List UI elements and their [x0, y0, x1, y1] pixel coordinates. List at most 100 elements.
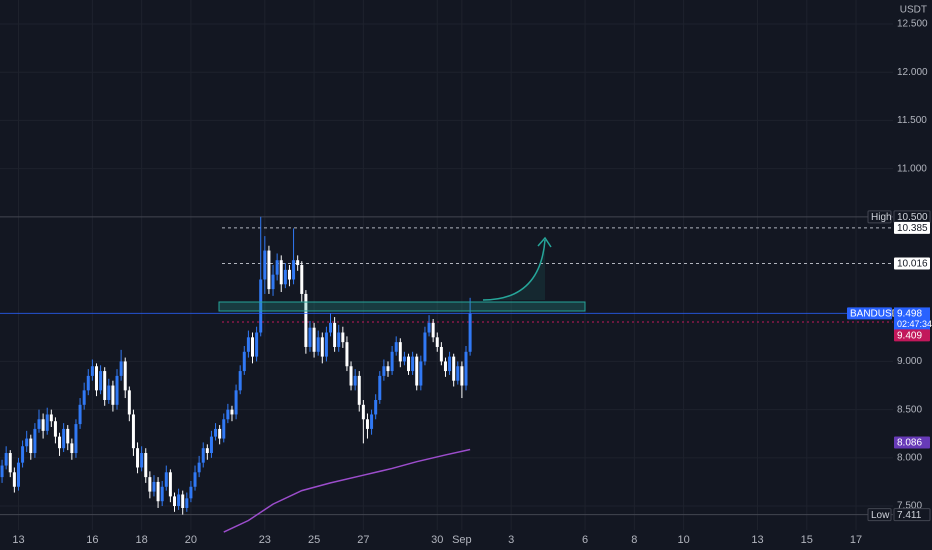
- candle-body: [82, 390, 86, 405]
- candle-body: [111, 385, 115, 405]
- x-tick-label: 15: [801, 534, 813, 546]
- x-tick-label: 10: [677, 534, 689, 546]
- level-value-box: [894, 221, 930, 234]
- candle-body: [37, 419, 41, 429]
- candle-body: [74, 424, 78, 454]
- candle-body: [99, 371, 103, 391]
- candle-body: [185, 498, 189, 508]
- candle-body: [353, 375, 357, 386]
- candle-body: [127, 390, 131, 415]
- candle-body: [193, 472, 197, 487]
- y-tick-label: 8.000: [897, 452, 922, 463]
- candle-body: [435, 337, 439, 347]
- candle-body: [419, 361, 423, 386]
- y-tick-label: 12.000: [897, 67, 928, 78]
- candle-body: [402, 356, 406, 362]
- candle-body: [378, 375, 382, 400]
- candle-body: [107, 385, 111, 400]
- candle-body: [209, 436, 213, 454]
- x-tick-label: 6: [582, 534, 588, 546]
- candle-body: [21, 446, 25, 463]
- candle-body: [439, 346, 443, 362]
- y-tick-label: 11.500: [897, 115, 927, 126]
- candle-body: [337, 332, 341, 347]
- candle-body: [78, 404, 82, 425]
- candle-body: [58, 436, 62, 449]
- x-tick-label: 8: [631, 534, 637, 546]
- candle-body: [300, 265, 304, 294]
- candle-body: [448, 356, 452, 372]
- low-value: 7.411: [897, 510, 922, 521]
- low-label-box: [867, 508, 892, 522]
- candle-body: [181, 494, 185, 508]
- candle-body: [230, 409, 234, 415]
- candle-body: [246, 337, 250, 352]
- candle-body: [312, 327, 316, 352]
- moving-average: [223, 448, 471, 533]
- zone: [218, 301, 586, 312]
- candle-body: [136, 448, 140, 468]
- x-tick-label: 25: [308, 534, 320, 546]
- candle-body: [365, 419, 369, 429]
- candle-body: [390, 351, 394, 372]
- y-tick-label: 9.000: [897, 356, 922, 367]
- candle-body: [226, 409, 230, 420]
- x-tick-label: 13: [12, 534, 24, 546]
- candle-body: [287, 269, 291, 280]
- candle-body: [70, 443, 74, 454]
- candle-body: [8, 453, 12, 473]
- x-tick-label: 20: [185, 534, 197, 546]
- high-value: 10.500: [897, 212, 928, 223]
- candle-body: [267, 250, 271, 290]
- candle-body: [415, 356, 419, 386]
- x-tick-label: 16: [86, 534, 98, 546]
- candle-body: [456, 366, 460, 381]
- candle-body: [148, 477, 152, 492]
- candle-body: [329, 322, 333, 333]
- candle-body: [398, 342, 402, 362]
- candle-body: [119, 361, 123, 376]
- level-value-box: [894, 257, 930, 270]
- candle-body: [259, 279, 263, 333]
- candle-body: [12, 472, 16, 487]
- y-tick-label: 11.000: [897, 163, 927, 174]
- candle-body: [468, 313, 472, 352]
- candle-body: [214, 428, 218, 437]
- candle-body: [66, 428, 70, 444]
- candle-body: [25, 438, 29, 447]
- candle-body: [411, 356, 415, 372]
- candle-body: [45, 414, 49, 431]
- candle-body: [131, 414, 135, 449]
- high-label-box: [867, 210, 892, 224]
- candle-body: [361, 404, 365, 420]
- candle-body: [349, 366, 353, 386]
- last-price: 9.498: [897, 309, 922, 320]
- low-label: Low: [871, 510, 890, 521]
- candle-body: [115, 375, 119, 405]
- candle-body: [292, 260, 296, 280]
- candle-body: [90, 366, 94, 376]
- y-tick-label: 12.500: [897, 19, 928, 30]
- candle-body: [53, 421, 57, 437]
- candle-body: [443, 361, 447, 372]
- candle-body: [234, 390, 238, 415]
- candle-body: [123, 361, 127, 391]
- candle-body: [382, 366, 386, 376]
- candle-body: [460, 366, 464, 386]
- candle-body: [333, 322, 337, 347]
- x-tick-label: 3: [508, 534, 514, 546]
- candle-body: [320, 337, 324, 357]
- candle-body: [41, 419, 45, 431]
- arrow: [482, 239, 546, 301]
- candle-body: [271, 274, 275, 290]
- candle-body: [423, 332, 427, 362]
- x-tick-label: 13: [751, 534, 763, 546]
- candle-body: [16, 462, 20, 487]
- candle-body: [464, 351, 468, 386]
- candle-body: [29, 438, 33, 454]
- candle-body: [33, 428, 37, 454]
- candle-body: [308, 327, 312, 347]
- candle-body: [222, 419, 226, 439]
